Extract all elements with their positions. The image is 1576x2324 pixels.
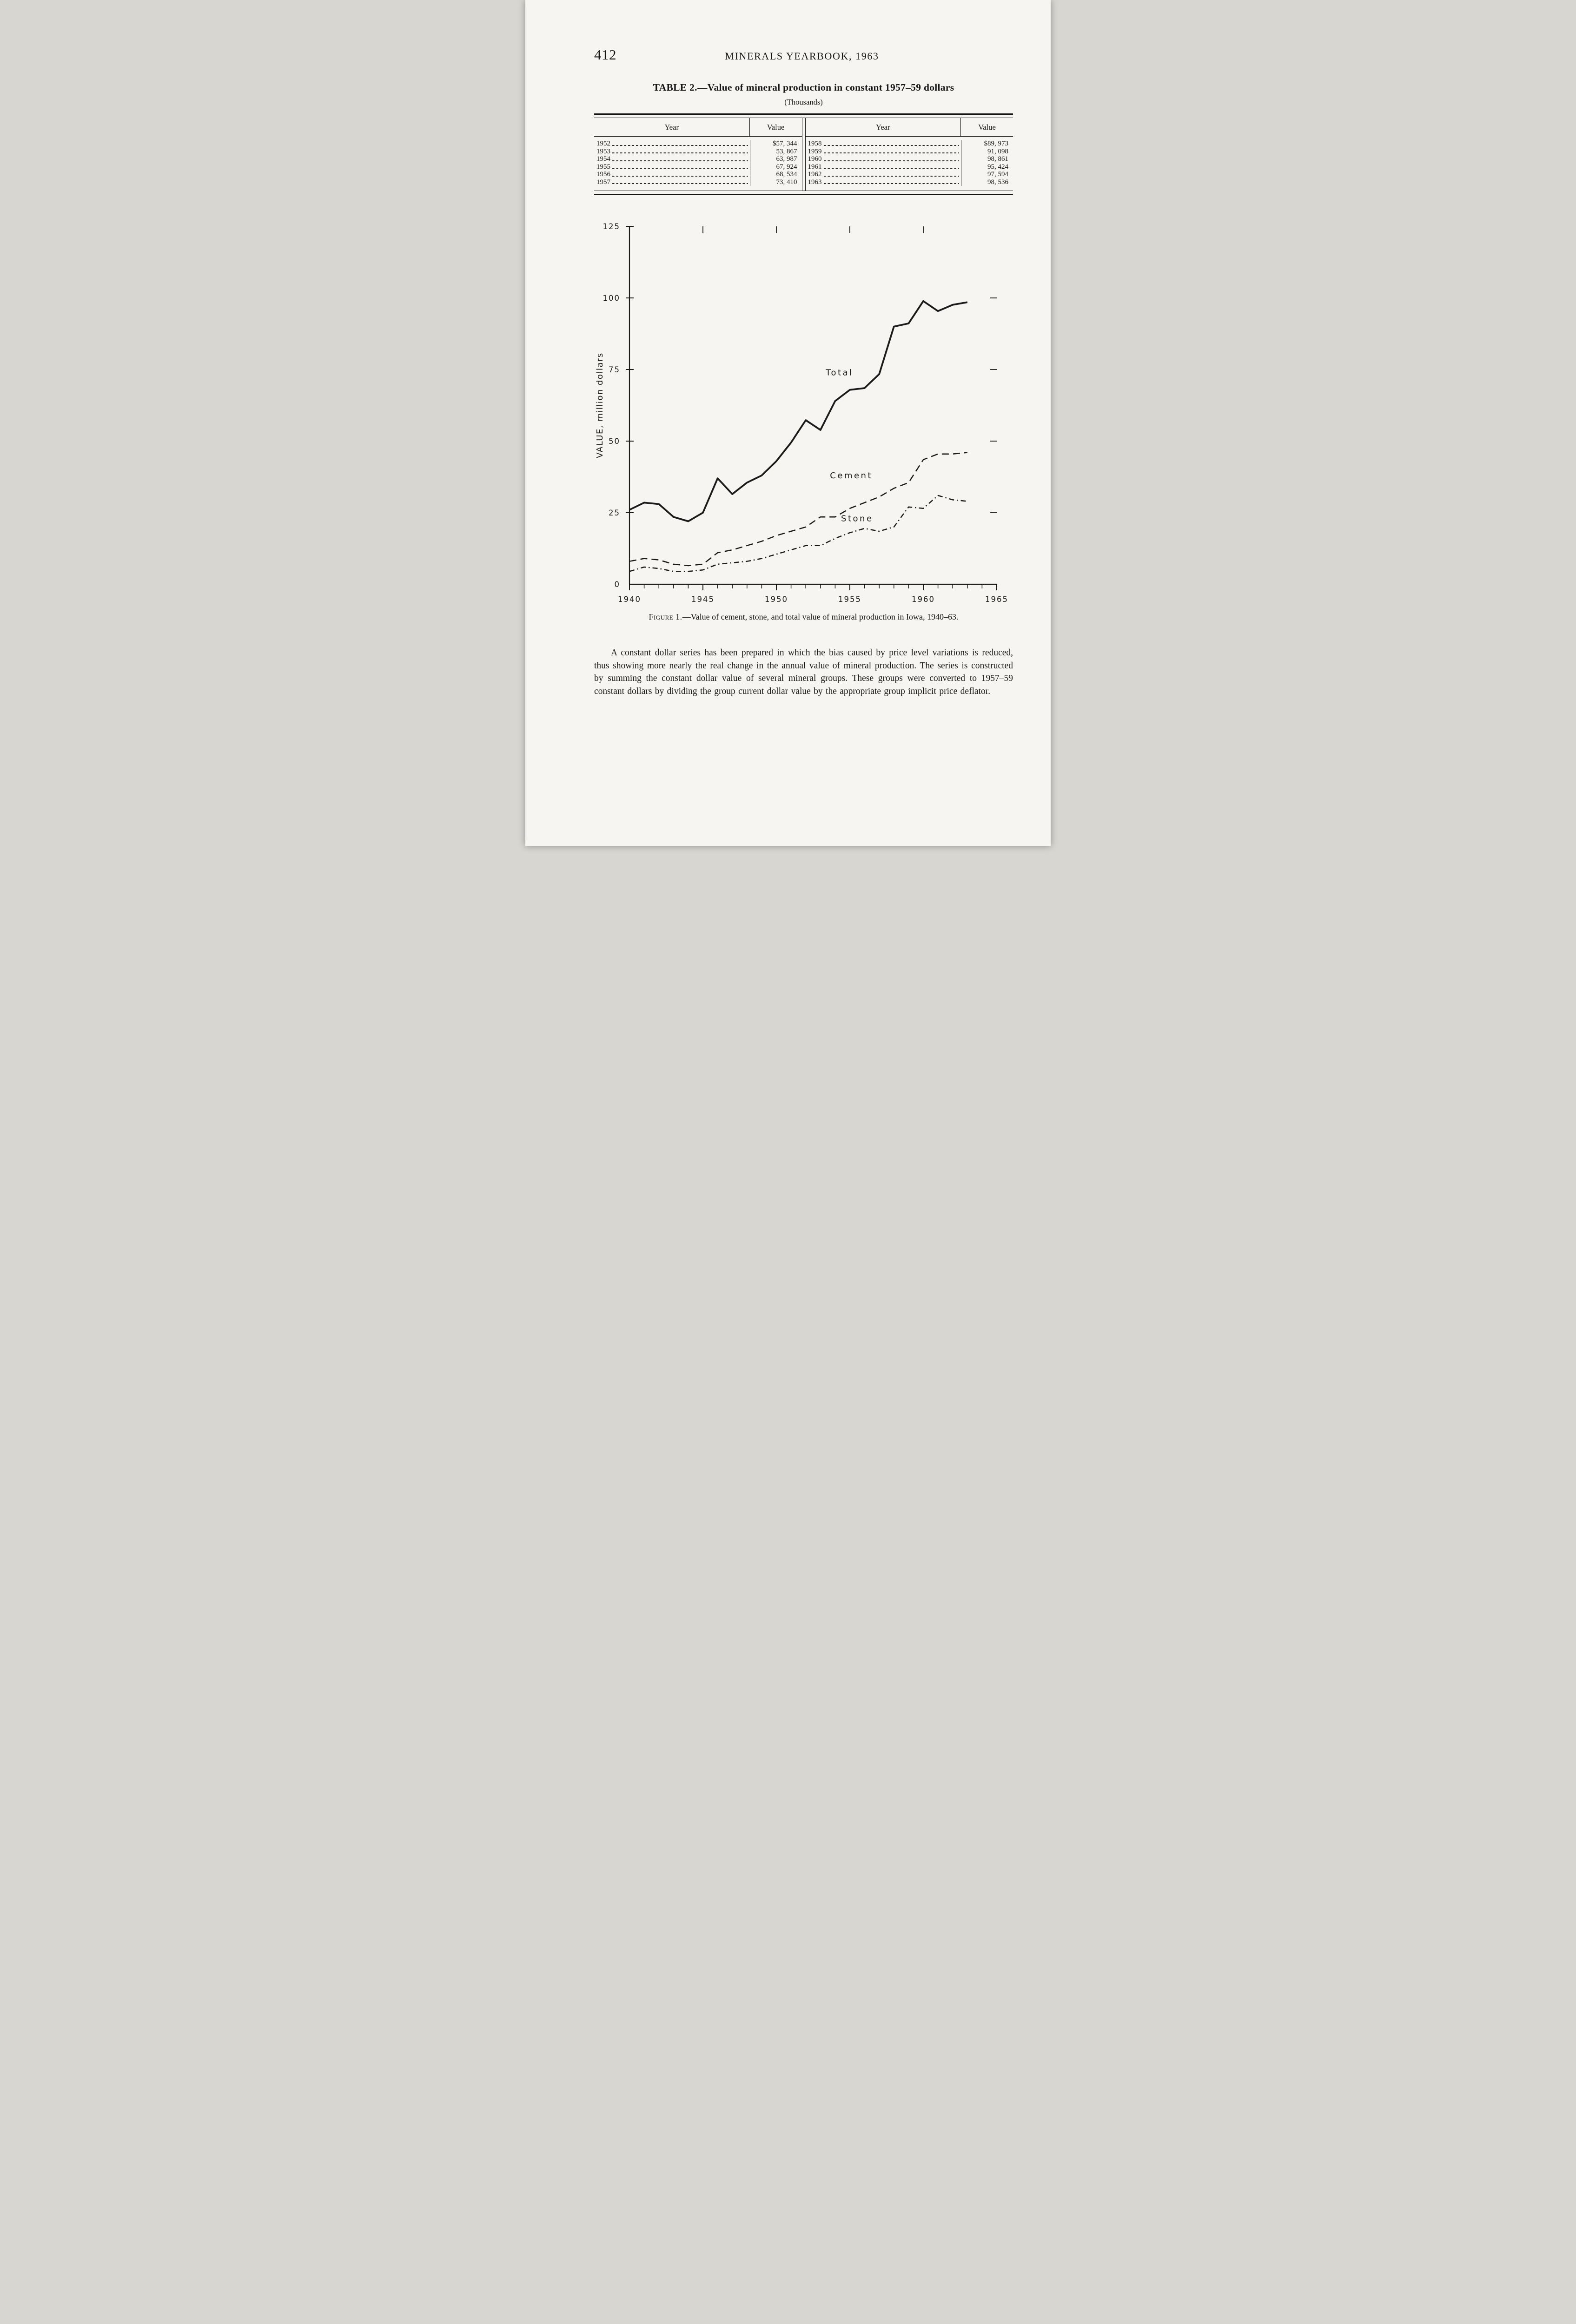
svg-text:Stone: Stone — [841, 514, 873, 523]
running-header: MINERALS YEARBOOK, 1963 — [725, 50, 879, 62]
svg-text:VALUE, million dollars: VALUE, million dollars — [595, 352, 605, 458]
leader-dashes — [823, 145, 959, 146]
value-column-header: Value — [749, 118, 802, 136]
value-cell: 97, 594 — [961, 171, 1013, 178]
svg-text:1960: 1960 — [912, 595, 935, 604]
value-column-header: Value — [960, 118, 1013, 136]
scanned-page: 412 MINERALS YEARBOOK, 1963 TABLE 2.—Val… — [525, 0, 1051, 846]
year-cell: 1955 — [596, 163, 610, 171]
year-cell: 1962 — [808, 171, 822, 178]
year-cell: 1956 — [596, 171, 610, 178]
year-cell: 1957 — [596, 178, 610, 186]
leader-dashes — [612, 160, 748, 161]
leader-dashes — [823, 168, 959, 169]
svg-text:1940: 1940 — [618, 595, 641, 604]
table-subtitle: (Thousands) — [784, 98, 823, 106]
leader-dashes — [612, 183, 748, 184]
value-cell: 91, 098 — [961, 147, 1013, 155]
svg-text:Total: Total — [825, 368, 854, 377]
year-cell: 1958 — [808, 140, 822, 147]
table-header-left: Year Value — [594, 118, 802, 137]
value-cell: 73, 410 — [749, 178, 802, 186]
svg-text:100: 100 — [603, 294, 621, 303]
value-cell: 63, 987 — [749, 155, 802, 163]
table-row: 1954 63, 987 — [594, 155, 802, 163]
value-cell: $89, 973 — [961, 140, 1013, 148]
value-cell: 68, 534 — [749, 171, 802, 178]
table-right-half: Year Value 1958 $89, 973 1959 91, 098 1960… — [805, 118, 1013, 191]
value-cell: 67, 924 — [749, 163, 802, 171]
svg-text:75: 75 — [609, 365, 620, 374]
table-row: 1952 $57, 344 — [594, 140, 802, 148]
figure-caption: Figure 1.—Value of cement, stone, and to… — [598, 611, 1009, 622]
page-number: 412 — [594, 46, 616, 63]
table-row: 1963 98, 536 — [806, 178, 1013, 186]
table-row: 1953 53, 867 — [594, 147, 802, 155]
year-column-header: Year — [664, 123, 679, 132]
svg-text:25: 25 — [609, 508, 620, 517]
table-top-rule — [594, 113, 1013, 118]
value-cell: 95, 424 — [961, 163, 1013, 171]
svg-text:Cement: Cement — [830, 471, 873, 481]
table-row: 1961 95, 424 — [806, 163, 1013, 171]
table-title: TABLE 2.—Value of mineral production in … — [653, 82, 954, 93]
year-cell: 1953 — [596, 147, 610, 155]
leader-dashes — [612, 152, 748, 153]
value-cell: 53, 867 — [749, 147, 802, 155]
table-row: 1962 97, 594 — [806, 171, 1013, 178]
table-row: 1957 73, 410 — [594, 178, 802, 186]
year-cell: 1961 — [808, 163, 822, 171]
figure-chart: 0 25 50 75 100 125 1940 1945 1950 1955 1960 1965 Tot… — [595, 222, 1008, 604]
svg-text:50: 50 — [609, 437, 620, 446]
value-cell: 98, 536 — [961, 178, 1013, 186]
year-column-header: Year — [876, 123, 890, 132]
svg-text:1965: 1965 — [985, 595, 1008, 604]
svg-text:125: 125 — [603, 222, 621, 231]
year-cell: 1952 — [596, 140, 610, 147]
table-row: 1958 $89, 973 — [806, 140, 1013, 148]
leader-dashes — [823, 160, 959, 161]
table-center-rule — [801, 118, 806, 191]
year-cell: 1960 — [808, 155, 822, 163]
figure-caption-text: —Value of cement, stone, and total value… — [682, 612, 959, 621]
table-left-half: Year Value 1952 $57, 344 1953 53, 867 1954… — [594, 118, 802, 191]
page-header: 412 MINERALS YEARBOOK, 1963 — [525, 0, 1051, 63]
table-row: 1956 68, 534 — [594, 171, 802, 178]
table-bottom-rule — [594, 191, 1013, 195]
value-cell: $57, 344 — [749, 140, 802, 148]
table-row: 1955 67, 924 — [594, 163, 802, 171]
year-cell: 1963 — [808, 178, 822, 186]
leader-dashes — [612, 145, 748, 146]
figure-1: 0 25 50 75 100 125 1940 1945 1950 1955 1960 1965 Tot… — [594, 213, 1013, 622]
table-row: 1959 91, 098 — [806, 147, 1013, 155]
body-paragraph: A constant dollar series has been prepar… — [594, 648, 1013, 696]
value-cell: 98, 861 — [961, 155, 1013, 163]
table-header-right: Year Value — [805, 118, 1013, 137]
svg-text:1950: 1950 — [765, 595, 788, 604]
figure-caption-label: Figure 1. — [649, 612, 682, 621]
svg-text:1955: 1955 — [838, 595, 861, 604]
leader-dashes — [612, 168, 748, 169]
leader-dashes — [823, 152, 959, 153]
leader-dashes — [823, 183, 959, 184]
leader-dashes — [612, 175, 748, 177]
production-table: Year Value 1952 $57, 344 1953 53, 867 1954… — [594, 113, 1013, 195]
svg-text:1945: 1945 — [691, 595, 715, 604]
table-row: 1960 98, 861 — [806, 155, 1013, 163]
year-cell: 1954 — [596, 155, 610, 163]
year-cell: 1959 — [808, 147, 822, 155]
leader-dashes — [823, 175, 959, 177]
svg-text:0: 0 — [615, 580, 621, 589]
